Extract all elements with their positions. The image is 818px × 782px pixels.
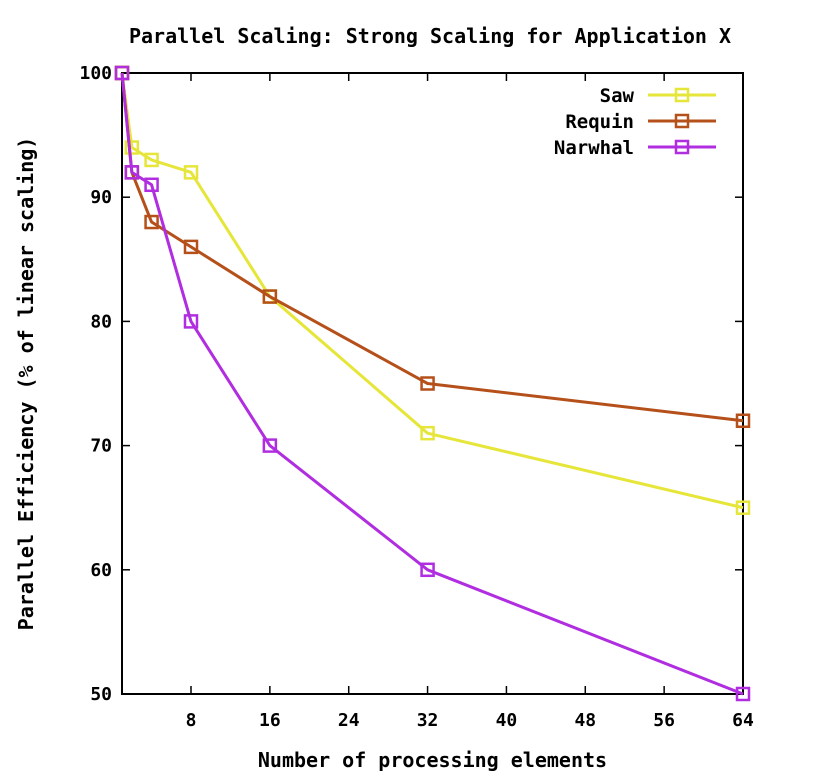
data-point [124,165,140,180]
y-tick-label: 70 [90,436,112,457]
y-tick-label: 100 [79,63,112,84]
x-tick-label: 8 [186,710,197,731]
data-point [124,140,140,155]
x-axis-label: Number of processing elements [258,748,607,772]
x-tick-label: 24 [338,710,360,731]
x-tick-label: 64 [732,710,754,731]
data-point [735,500,751,515]
series-line [120,72,744,510]
legend-label: Requin [565,111,634,133]
chart-title: Parallel Scaling: Strong Scaling for App… [129,24,731,48]
y-axis-label: Parallel Efficiency (% of linear scaling… [14,137,38,631]
series-layer [114,65,751,702]
x-axis: 8 16 24 32 40 48 56 64 [186,73,754,731]
x-tick-label: 40 [496,710,518,731]
y-axis: 50 60 70 80 90 100 [79,63,743,705]
data-point [183,165,199,180]
y-tick-label: 90 [90,187,112,208]
y-tick-label: 50 [90,684,112,705]
legend-label: Narwhal [554,137,634,159]
legend: Saw Requin Narwhal [554,85,716,159]
data-point [420,376,435,391]
data-point [262,438,278,453]
legend-marker [674,87,690,103]
data-point [144,177,159,193]
series-line [120,72,744,696]
legend-label: Saw [600,85,635,107]
data-point [420,562,435,578]
series-line [120,72,744,423]
series-saw [114,65,751,515]
y-tick-label: 80 [90,311,112,332]
data-point [262,289,278,304]
x-tick-label: 32 [417,710,439,731]
series-narwhal [114,65,751,702]
data-point [735,686,751,702]
data-point [183,239,199,255]
x-tick-label: 48 [574,710,596,731]
y-tick-label: 60 [90,560,112,581]
data-point [114,65,130,81]
data-point [144,152,159,168]
data-point [420,425,435,441]
x-tick-label: 56 [653,710,675,731]
data-point [144,214,159,230]
data-point [735,413,751,429]
x-tick-label: 16 [259,710,281,731]
legend-marker [674,113,690,129]
data-point [183,314,199,329]
plot-area [121,72,744,695]
legend-marker [674,139,690,155]
